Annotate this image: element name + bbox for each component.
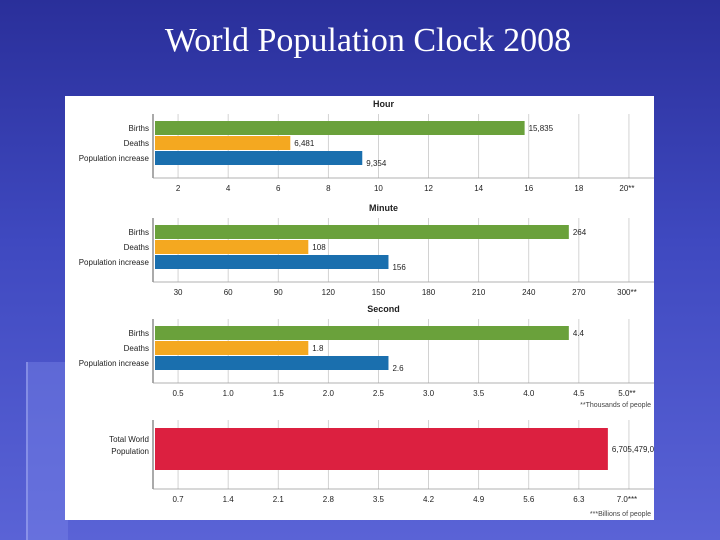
bar-0-0	[155, 121, 525, 135]
tick-label-2-2: 1.5	[273, 389, 285, 398]
tick-label-3-1: 1.4	[223, 495, 235, 504]
value-label-1-0: 264	[573, 228, 587, 237]
tick-label-2-1: 1.0	[223, 389, 235, 398]
bar-0-2	[155, 151, 363, 165]
slide-title: World Population Clock 2008	[164, 22, 572, 59]
tick-label-0-2: 6	[276, 184, 281, 193]
value-label-0-0: 15,835	[529, 124, 554, 133]
tick-label-3-5: 4.2	[423, 495, 435, 504]
category-label-2-2: Population increase	[79, 359, 150, 368]
tick-label-1-4: 150	[372, 288, 386, 297]
tick-label-3-9: 7.0***	[617, 495, 637, 504]
tick-label-3-6: 4.9	[473, 495, 485, 504]
category-label-1-2: Population increase	[79, 258, 150, 267]
tick-label-1-0: 30	[174, 288, 183, 297]
tick-label-2-7: 4.0	[523, 389, 535, 398]
category-label-0-0: Births	[129, 124, 149, 133]
tick-label-2-9: 5.0**	[618, 389, 635, 398]
tick-label-3-7: 5.6	[523, 495, 535, 504]
footnote-2: **Thousands of people	[580, 402, 651, 409]
tick-label-3-4: 3.5	[373, 495, 385, 504]
panel-title-0: Hour	[373, 99, 394, 109]
value-label-0-1: 6,481	[294, 139, 315, 148]
decorative-side-bar	[26, 362, 68, 540]
tick-label-3-0: 0.7	[172, 495, 184, 504]
tick-label-1-3: 120	[322, 288, 336, 297]
tick-label-2-3: 2.0	[323, 389, 335, 398]
tick-label-2-0: 0.5	[172, 389, 184, 398]
tick-label-0-6: 14	[474, 184, 483, 193]
population-clock-chart: Hour 15,835 Births 6,481 Deaths 9,354 Populati…	[79, 99, 664, 518]
panel-title-2: Second	[367, 304, 400, 314]
tick-label-0-1: 4	[226, 184, 231, 193]
bar-1-0	[155, 225, 569, 239]
tick-label-0-7: 16	[524, 184, 533, 193]
bar-1-1	[155, 240, 309, 254]
tick-label-0-0: 2	[176, 184, 181, 193]
tick-label-3-2: 2.1	[273, 495, 285, 504]
category-label-1-1: Deaths	[124, 243, 149, 252]
tick-label-1-9: 300**	[617, 288, 637, 297]
tick-label-2-5: 3.0	[423, 389, 435, 398]
bar-2-1	[155, 341, 309, 355]
tick-label-1-5: 180	[422, 288, 436, 297]
category-label-2-0: Births	[129, 329, 149, 338]
category-label-0-2: Population increase	[79, 154, 150, 163]
bar-0-1	[155, 136, 291, 150]
tick-label-1-2: 90	[274, 288, 283, 297]
tick-label-2-8: 4.5	[573, 389, 585, 398]
bar-2-2	[155, 356, 389, 370]
value-label-0-2: 9,354	[366, 159, 387, 168]
category-label-1-0: Births	[129, 228, 149, 237]
value-label-2-1: 1.8	[312, 344, 324, 353]
value-label-2-2: 2.6	[392, 364, 404, 373]
tick-label-1-7: 240	[522, 288, 536, 297]
category-label-2-1: Deaths	[124, 344, 149, 353]
category-label-3-0-0: Total World	[109, 435, 149, 444]
tick-label-1-6: 210	[472, 288, 486, 297]
value-label-1-1: 108	[312, 243, 326, 252]
category-label-3-0-1: Population	[111, 447, 149, 456]
value-label-3-0: 6,705,479,000	[612, 445, 654, 454]
value-label-2-0: 4.4	[573, 329, 585, 338]
tick-label-0-4: 10	[374, 184, 383, 193]
bar-3-0	[155, 428, 608, 470]
tick-label-2-4: 2.5	[373, 389, 385, 398]
bar-2-0	[155, 326, 569, 340]
value-label-1-2: 156	[392, 263, 406, 272]
category-label-0-1: Deaths	[124, 139, 149, 148]
tick-label-3-8: 6.3	[573, 495, 585, 504]
tick-label-0-5: 12	[424, 184, 433, 193]
tick-label-3-3: 2.8	[323, 495, 335, 504]
chart-card: Hour 15,835 Births 6,481 Deaths 9,354 Populati…	[65, 96, 664, 520]
tick-label-1-8: 270	[572, 288, 586, 297]
bar-1-2	[155, 255, 389, 269]
tick-label-2-6: 3.5	[473, 389, 485, 398]
tick-label-0-3: 8	[326, 184, 331, 193]
tick-label-0-9: 20**	[619, 184, 634, 193]
tick-label-0-8: 18	[574, 184, 583, 193]
tick-label-1-1: 60	[224, 288, 233, 297]
footnote-3: ***Billions of people	[590, 511, 651, 518]
panel-title-1: Minute	[369, 203, 398, 213]
